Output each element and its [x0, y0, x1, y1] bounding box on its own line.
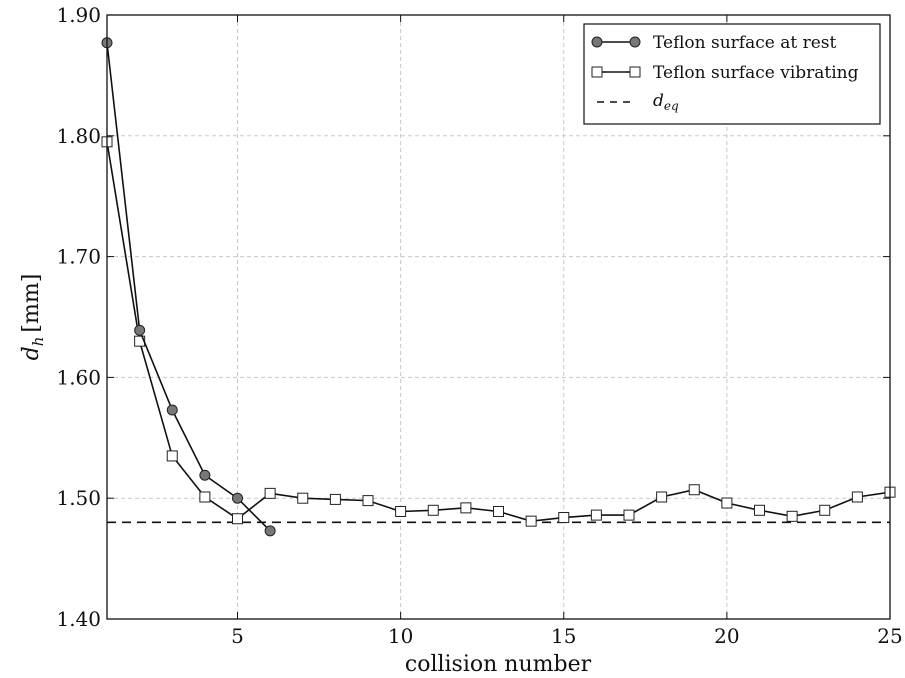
legend-marker-vibrating-2: [629, 66, 641, 78]
legend-label-rest: Teflon surface at rest: [653, 33, 836, 53]
data-point-vibrating: [558, 512, 570, 524]
data-point-vibrating: [493, 505, 504, 517]
y-tick-label: 1.60: [56, 365, 101, 389]
data-point-vibrating: [427, 504, 439, 516]
series-line: [106, 42, 271, 532]
data-point-vibrating: [590, 509, 602, 521]
x-axis-label: collision number: [405, 652, 592, 677]
data-point-vibrating: [754, 504, 765, 516]
y-tick-label: 1.90: [56, 3, 101, 27]
legend-label-deq: deq: [653, 91, 679, 113]
data-point-vibrating: [721, 497, 733, 509]
data-point-vibrating: [656, 491, 668, 503]
data-point-vibrating: [819, 504, 831, 516]
data-point-rest: [264, 525, 276, 537]
data-point-rest: [134, 324, 146, 336]
data-point-rest: [166, 404, 178, 416]
legend-deq-main: d: [653, 91, 664, 111]
ticks: 5 10 15 20 25 1.40 1.50 1.60 1.70 1.80 1.90: [56, 3, 902, 648]
y-axis-label-main: d: [19, 346, 44, 360]
data-point-vibrating: [688, 484, 700, 496]
data-point-vibrating: [329, 493, 341, 505]
legend-marker-rest-2: [629, 36, 641, 48]
data-point-vibrating: [264, 487, 276, 499]
x-tick-label: 10: [388, 624, 413, 648]
data-point-vibrating: [623, 509, 635, 521]
data-point-vibrating: [297, 492, 309, 504]
y-tick-label: 1.50: [56, 486, 101, 510]
data-point-rest: [232, 492, 243, 504]
y-axis-label-unit: [mm]: [19, 274, 44, 333]
data-point-vibrating: [851, 491, 863, 503]
plot-frame: [106, 14, 891, 620]
data-point-vibrating: [525, 515, 537, 527]
y-axis-label-sub: h: [29, 337, 47, 347]
data-point-vibrating: [166, 450, 178, 462]
legend-deq-sub: eq: [664, 99, 679, 113]
data-point-vibrating: [395, 505, 407, 517]
x-tick-label: 25: [877, 624, 902, 648]
data-point-vibrating: [362, 495, 374, 507]
x-tick-label: 5: [231, 624, 244, 648]
legend-marker-vibrating: [591, 66, 603, 78]
legend-marker-rest: [591, 36, 603, 48]
data-point-vibrating: [786, 510, 798, 522]
x-tick-label: 15: [551, 624, 576, 648]
series-layer: [101, 37, 896, 537]
legend: Teflon surface at rest Teflon surface vi…: [583, 23, 881, 125]
series-line: [106, 141, 891, 522]
data-point-vibrating: [232, 513, 243, 525]
y-tick-label: 1.40: [56, 607, 101, 631]
legend-label-vibrating: Teflon surface vibrating: [653, 63, 859, 83]
y-tick-label: 1.70: [56, 245, 101, 269]
data-point-vibrating: [199, 491, 211, 503]
y-axis-label: dh [mm]: [19, 274, 47, 361]
y-tick-label: 1.80: [56, 124, 101, 148]
data-point-vibrating: [460, 502, 472, 514]
data-point-rest: [199, 469, 211, 481]
x-tick-label: 20: [714, 624, 739, 648]
